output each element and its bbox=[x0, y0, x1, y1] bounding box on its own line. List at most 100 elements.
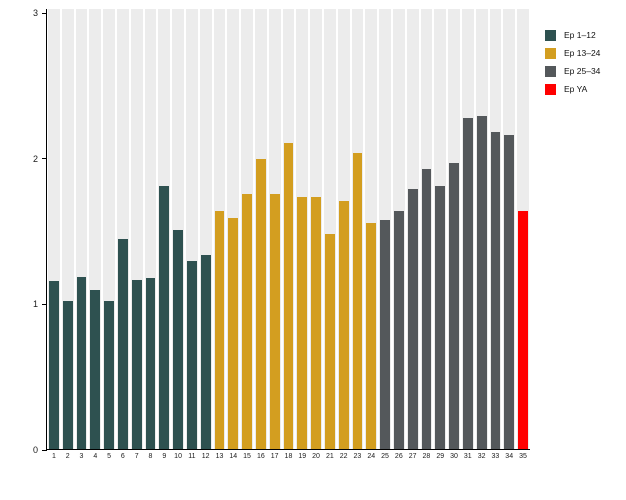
bar-24 bbox=[366, 222, 377, 450]
bar-15 bbox=[242, 193, 252, 450]
bar-31 bbox=[462, 117, 473, 450]
bar-column-10: 10 bbox=[171, 9, 185, 460]
column-background-stripe bbox=[199, 9, 212, 450]
legend-swatch-icon bbox=[545, 66, 556, 77]
bar-2 bbox=[62, 301, 73, 450]
x-tick-label-21: 21 bbox=[325, 453, 334, 460]
bar-35 bbox=[518, 211, 528, 450]
column-background-stripe bbox=[48, 9, 60, 450]
bar-column-34: 34 bbox=[502, 9, 516, 460]
bar-8 bbox=[145, 278, 156, 450]
bar-28 bbox=[421, 168, 432, 450]
bar-column-12: 12 bbox=[199, 9, 213, 460]
bar-17 bbox=[269, 193, 280, 450]
y-tick-3 bbox=[42, 12, 47, 14]
legend-item-4: Ep YA bbox=[545, 84, 600, 95]
x-tick-label-23: 23 bbox=[353, 453, 362, 460]
y-tick-label-2: 2 bbox=[32, 153, 38, 164]
x-tick-label-13: 13 bbox=[215, 453, 224, 460]
bar-14 bbox=[228, 218, 239, 450]
bar-column-2: 2 bbox=[61, 9, 75, 460]
x-tick-label-35: 35 bbox=[519, 453, 527, 460]
bar-column-28: 28 bbox=[420, 9, 434, 460]
bar-column-3: 3 bbox=[75, 9, 89, 460]
bar-10 bbox=[173, 230, 183, 450]
bar-column-35: 35 bbox=[516, 9, 530, 460]
bar-19 bbox=[297, 196, 308, 450]
bar-column-19: 19 bbox=[295, 9, 309, 460]
bar-column-7: 7 bbox=[130, 9, 144, 460]
bar-column-32: 32 bbox=[475, 9, 489, 460]
bar-column-6: 6 bbox=[116, 9, 130, 460]
bar-column-9: 9 bbox=[157, 9, 171, 460]
bar-column-8: 8 bbox=[144, 9, 158, 460]
y-tick-label-3: 3 bbox=[32, 8, 38, 18]
legend-label: Ep 1–12 bbox=[564, 30, 596, 40]
bar-6 bbox=[117, 238, 128, 450]
column-background-stripe bbox=[75, 9, 88, 450]
y-tick-label-0: 0 bbox=[32, 445, 38, 455]
x-axis-line bbox=[46, 449, 530, 450]
x-tick-label-32: 32 bbox=[477, 453, 486, 460]
y-tick-2 bbox=[42, 158, 47, 160]
plot-area: 1 2 3 4 5 6 7 8 9 10 11 12 13 14 15 16 17 18 19 20 21 22 23 24 2… bbox=[47, 9, 530, 460]
x-tick-label-8: 8 bbox=[148, 453, 153, 460]
x-tick-label-27: 27 bbox=[408, 453, 417, 460]
bar-18 bbox=[283, 142, 294, 450]
bar-5 bbox=[104, 301, 114, 450]
x-tick-label-34: 34 bbox=[505, 453, 514, 460]
x-tick-label-29: 29 bbox=[436, 453, 445, 460]
x-tick-label-7: 7 bbox=[134, 453, 139, 460]
bar-column-21: 21 bbox=[323, 9, 337, 460]
legend-item-1: Ep 1–12 bbox=[545, 30, 600, 41]
bar-29 bbox=[435, 186, 446, 450]
x-tick-label-1: 1 bbox=[51, 453, 56, 460]
bar-4 bbox=[90, 289, 101, 450]
bar-column-26: 26 bbox=[392, 9, 406, 460]
bar-32 bbox=[476, 116, 487, 450]
bar-26 bbox=[393, 211, 404, 450]
bar-column-23: 23 bbox=[351, 9, 365, 460]
y-axis-line bbox=[46, 9, 47, 450]
bar-13 bbox=[214, 211, 225, 450]
x-tick-label-22: 22 bbox=[339, 453, 348, 460]
legend-swatch-icon bbox=[545, 48, 556, 59]
x-tick-label-14: 14 bbox=[229, 453, 238, 460]
column-background-stripe bbox=[172, 9, 184, 450]
bar-column-20: 20 bbox=[309, 9, 323, 460]
x-tick-label-5: 5 bbox=[107, 453, 112, 460]
x-tick-label-6: 6 bbox=[120, 453, 125, 460]
bar-23 bbox=[352, 152, 363, 450]
bar-20 bbox=[311, 196, 321, 450]
bar-12 bbox=[200, 254, 211, 450]
bar-11 bbox=[186, 260, 197, 450]
bar-column-14: 14 bbox=[226, 9, 240, 460]
y-tick-label-1: 1 bbox=[32, 299, 38, 310]
bar-column-27: 27 bbox=[406, 9, 420, 460]
column-background-stripe bbox=[61, 9, 74, 450]
bar-9 bbox=[159, 186, 170, 450]
x-tick-label-33: 33 bbox=[491, 453, 500, 460]
bar-column-33: 33 bbox=[489, 9, 503, 460]
bar-column-15: 15 bbox=[240, 9, 254, 460]
legend-swatch-icon bbox=[545, 84, 556, 95]
y-tick-1 bbox=[42, 303, 47, 305]
bar-1 bbox=[49, 281, 59, 450]
x-tick-label-4: 4 bbox=[93, 453, 98, 460]
x-tick-label-2: 2 bbox=[65, 453, 70, 460]
bar-21 bbox=[324, 234, 335, 450]
bar-column-18: 18 bbox=[282, 9, 296, 460]
x-tick-label-19: 19 bbox=[298, 453, 307, 460]
bar-16 bbox=[255, 158, 266, 450]
x-tick-label-26: 26 bbox=[394, 453, 403, 460]
bar-column-24: 24 bbox=[364, 9, 378, 460]
bar-column-4: 4 bbox=[88, 9, 102, 460]
bar-column-30: 30 bbox=[447, 9, 461, 460]
legend-item-3: Ep 25–34 bbox=[545, 66, 600, 77]
bar-column-17: 17 bbox=[268, 9, 282, 460]
bar-column-1: 1 bbox=[47, 9, 61, 460]
column-background-stripe bbox=[130, 9, 143, 450]
bar-column-31: 31 bbox=[461, 9, 475, 460]
x-tick-label-15: 15 bbox=[243, 453, 251, 460]
